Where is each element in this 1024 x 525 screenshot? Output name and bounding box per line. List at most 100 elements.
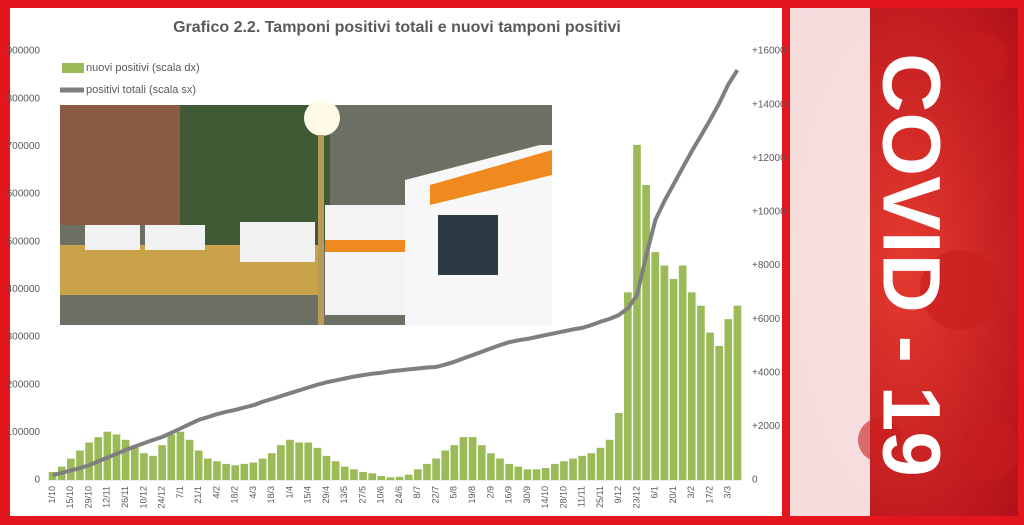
- legend-swatch: [62, 63, 84, 73]
- x-tick-label: 5/8: [449, 486, 459, 499]
- bar: [359, 471, 367, 480]
- y-tick-label: 700000: [7, 141, 41, 152]
- bar: [605, 439, 614, 480]
- x-tick-label: 29/4: [321, 486, 331, 504]
- x-tick-label: 1/4: [284, 486, 294, 499]
- x-tick-label: 23/12: [631, 486, 641, 509]
- banner-text: COVID - 19: [865, 53, 956, 477]
- bar: [222, 463, 230, 480]
- y2-tick-label: +10000: [752, 207, 786, 218]
- x-tick-label: 22/7: [430, 486, 440, 504]
- x-tick-label: 25/11: [595, 486, 605, 508]
- bar: [304, 442, 313, 480]
- bar: [523, 469, 532, 480]
- y-tick-label: 800000: [7, 93, 41, 104]
- x-tick-label: 27/5: [357, 486, 367, 504]
- bar: [94, 437, 103, 480]
- x-tick-label: 17/2: [704, 486, 714, 504]
- x-tick-label: 3/2: [686, 486, 696, 499]
- x-tick-label: 26/11: [120, 486, 130, 508]
- bar: [295, 442, 303, 480]
- y-tick-label: 0: [34, 475, 40, 486]
- bar: [413, 469, 422, 480]
- y2-tick-label: +12000: [752, 153, 786, 164]
- bar: [514, 466, 523, 480]
- x-tick-label: 18/2: [230, 486, 240, 504]
- bar: [487, 453, 495, 480]
- line: [52, 69, 740, 478]
- x-tick-label: 9/12: [613, 486, 623, 504]
- y2-tick-label: +14000: [752, 99, 786, 110]
- bar: [340, 466, 349, 480]
- y2-tick-label: +6000: [752, 314, 781, 325]
- bar: [130, 447, 139, 480]
- y-tick-label: 900000: [7, 46, 41, 57]
- y-tick-label: 200000: [7, 379, 41, 390]
- x-tick-label: 20/1: [668, 486, 678, 504]
- bar: [550, 463, 559, 480]
- x-tick-label: 28/10: [558, 486, 568, 509]
- bar: [231, 465, 240, 480]
- bar: [541, 467, 550, 480]
- x-tick-label: 18/3: [266, 486, 276, 504]
- bar: [48, 471, 57, 480]
- bar: [642, 185, 650, 480]
- x-tick-label: 2/9: [485, 486, 495, 499]
- bar: [660, 265, 669, 480]
- bar: [569, 458, 577, 480]
- y2-tick-label: +8000: [752, 260, 781, 271]
- legend-label: positivi totali (scala sx): [86, 84, 196, 96]
- bar: [158, 445, 166, 480]
- bar: [140, 453, 148, 480]
- virus-decor: [858, 32, 1020, 480]
- x-tick-label: 4/3: [248, 486, 258, 499]
- y2-tick-label: +16000: [752, 46, 786, 57]
- x-tick-label: 15/10: [65, 486, 75, 509]
- x-tick-label: 1/10: [47, 486, 57, 504]
- x-tick-label: 30/9: [522, 486, 532, 504]
- bar: [277, 445, 285, 480]
- x-tick-label: 19/8: [467, 486, 477, 504]
- y-tick-label: 100000: [7, 427, 41, 438]
- bar: [441, 450, 450, 480]
- x-tick-label: 3/3: [723, 486, 733, 499]
- bar: [112, 434, 121, 480]
- x-tick-label: 15/4: [303, 486, 313, 504]
- bar: [505, 463, 513, 480]
- bar: [313, 447, 322, 480]
- x-tick-label: 16/9: [504, 486, 514, 504]
- x-tick-label: 6/1: [650, 486, 660, 499]
- x-tick-label: 24/6: [394, 486, 404, 504]
- bar: [651, 252, 660, 480]
- y2-tick-label: 0: [752, 475, 758, 486]
- bar: [213, 461, 221, 480]
- bar: [633, 144, 641, 480]
- bar: [267, 453, 276, 480]
- x-tick-label: 21/1: [193, 486, 203, 504]
- y-tick-label: 500000: [7, 236, 41, 247]
- bar: [85, 442, 93, 480]
- bar: [624, 292, 632, 480]
- bar: [423, 463, 431, 480]
- x-tick-label: 13/5: [339, 486, 349, 504]
- bar: [596, 447, 605, 480]
- bar: [386, 477, 395, 480]
- bar: [578, 455, 587, 480]
- x-tick-label: 11/11: [577, 486, 587, 507]
- x-tick-label: 10/12: [138, 486, 148, 509]
- banner-fade: [790, 8, 870, 516]
- bar: [706, 332, 714, 480]
- bar: [331, 461, 340, 480]
- y-tick-label: 600000: [7, 189, 41, 200]
- y2-tick-label: +4000: [752, 367, 781, 378]
- photo: [60, 100, 552, 325]
- bar: [496, 458, 504, 480]
- y-tick-label: 300000: [7, 332, 41, 343]
- bar: [669, 278, 678, 480]
- bar: [395, 476, 404, 480]
- bar: [176, 431, 185, 480]
- bar: [185, 439, 194, 480]
- bar: [404, 474, 413, 480]
- bar: [459, 437, 468, 480]
- bar: [715, 345, 724, 480]
